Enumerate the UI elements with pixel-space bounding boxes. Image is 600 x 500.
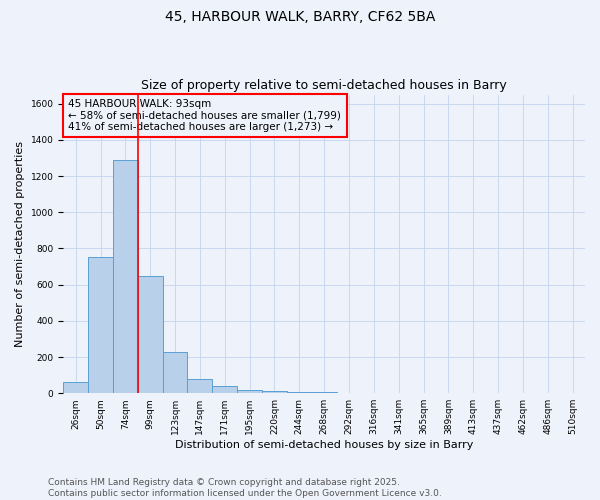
Bar <box>312 392 337 393</box>
Y-axis label: Number of semi-detached properties: Number of semi-detached properties <box>15 141 25 347</box>
Text: Contains HM Land Registry data © Crown copyright and database right 2025.
Contai: Contains HM Land Registry data © Crown c… <box>48 478 442 498</box>
Bar <box>63 382 88 393</box>
Text: 45, HARBOUR WALK, BARRY, CF62 5BA: 45, HARBOUR WALK, BARRY, CF62 5BA <box>165 10 435 24</box>
Bar <box>163 352 187 393</box>
Bar <box>287 392 312 393</box>
Bar <box>237 390 262 393</box>
Bar <box>113 160 138 393</box>
Bar <box>262 392 287 393</box>
X-axis label: Distribution of semi-detached houses by size in Barry: Distribution of semi-detached houses by … <box>175 440 473 450</box>
Bar <box>187 378 212 393</box>
Title: Size of property relative to semi-detached houses in Barry: Size of property relative to semi-detach… <box>141 79 507 92</box>
Bar <box>138 276 163 393</box>
Text: 45 HARBOUR WALK: 93sqm
← 58% of semi-detached houses are smaller (1,799)
41% of : 45 HARBOUR WALK: 93sqm ← 58% of semi-det… <box>68 99 341 132</box>
Bar <box>88 258 113 393</box>
Bar <box>212 386 237 393</box>
